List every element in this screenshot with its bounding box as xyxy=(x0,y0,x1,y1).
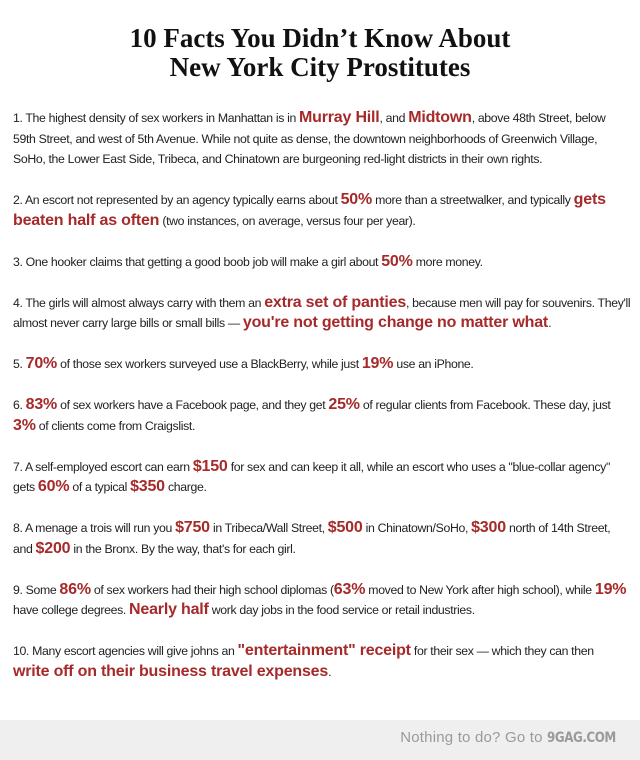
fact-highlight: Murray Hill xyxy=(299,109,380,126)
fact-text: 7. A self-employed escort can earn xyxy=(13,459,193,474)
fact-highlight: $300 xyxy=(471,519,506,536)
fact-highlight: 63% xyxy=(333,580,366,598)
fact-text: north of 14th Street, and xyxy=(13,521,611,556)
facts-list: 1. The highest density of sex workers in… xyxy=(13,108,631,703)
fact-text: 9. Some xyxy=(13,582,60,597)
title-line-1: 10 Facts You Didn’t Know About xyxy=(129,23,511,53)
fact-text: . xyxy=(328,664,332,679)
fact-highlight: $750 xyxy=(175,519,210,536)
fact-highlight: 25% xyxy=(328,396,360,413)
fact-highlight: 50% xyxy=(381,252,413,270)
fact-text: 5. xyxy=(13,357,26,371)
fact-highlight: 3% xyxy=(13,416,36,434)
fact-highlight: $200 xyxy=(35,539,71,557)
fact-text: of clients come from Craigslist. xyxy=(35,418,196,433)
fact-text: 8. A menage a trois will run you xyxy=(13,521,176,535)
fact-text: of those sex workers surveyed use a Blac… xyxy=(57,357,362,371)
fact-item: 9. Some 86% of sex workers had their hig… xyxy=(13,580,631,621)
fact-highlight: Midtown xyxy=(408,109,472,126)
fact-highlight: "entertainment" receipt xyxy=(237,642,411,659)
fact-text: have college degrees. xyxy=(13,603,130,617)
fact-item: 6. 83% of sex workers have a Facebook pa… xyxy=(13,395,631,436)
fact-text: in the Bronx. By the way, that's for eac… xyxy=(70,541,296,556)
fact-text: 6. xyxy=(13,398,26,412)
fact-text: more than a streetwalker, and typically xyxy=(372,193,574,207)
fact-highlight: 83% xyxy=(25,396,58,413)
fact-item: 2. An escort not represented by an agenc… xyxy=(13,190,631,231)
fact-text: of sex workers have a Facebook page, and… xyxy=(57,398,329,412)
fact-highlight: you're not getting change no matter what xyxy=(242,314,549,331)
fact-text: 2. An escort not represented by an agenc… xyxy=(13,193,341,207)
fact-item: 8. A menage a trois will run you $750 in… xyxy=(13,518,631,559)
fact-highlight: gets beaten half as often xyxy=(13,191,606,229)
title-line-2: New York City Prostitutes xyxy=(169,52,471,82)
fact-highlight: 86% xyxy=(59,580,91,598)
fact-text: for sex and can keep it all, while an es… xyxy=(13,459,610,495)
fact-text: work day jobs in the food service or ret… xyxy=(208,603,475,617)
fact-text: , because men will pay for souvenirs. Th… xyxy=(13,295,631,331)
fact-highlight: $500 xyxy=(327,519,363,536)
fact-text: , above 48th Street, below 59th Street, … xyxy=(13,111,606,166)
footer-text: Nothing to do? Go to 9GAG.COM xyxy=(400,729,628,746)
fact-highlight: extra set of panties xyxy=(264,293,407,311)
fact-item: 5. 70% of those sex workers surveyed use… xyxy=(13,354,631,375)
fact-text: 1. The highest density of sex workers in… xyxy=(13,111,300,125)
footer-brand-link[interactable]: 9GAG.COM xyxy=(547,730,616,746)
fact-text: charge. xyxy=(164,480,207,494)
fact-item: 4. The girls will almost always carry wi… xyxy=(13,293,631,334)
fact-text: of a typical xyxy=(69,480,131,494)
fact-item: 3. One hooker claims that getting a good… xyxy=(13,252,631,273)
fact-highlight: 19% xyxy=(594,580,627,598)
fact-text: use an iPhone. xyxy=(393,357,474,371)
fact-highlight: $350 xyxy=(130,478,165,495)
fact-text: in Chinatown/SoHo, xyxy=(362,521,472,535)
fact-text: more money. xyxy=(412,254,483,269)
fact-text: of regular clients from Facebook. These … xyxy=(359,398,611,412)
fact-text: (two instances, on average, versus four … xyxy=(159,213,416,228)
fact-item: 1. The highest density of sex workers in… xyxy=(13,108,631,170)
fact-highlight: write off on their business travel expen… xyxy=(13,662,329,680)
fact-text: , and xyxy=(379,111,409,125)
fact-text: 10. Many escort agencies will give johns… xyxy=(13,644,238,658)
fact-highlight: 50% xyxy=(340,191,373,208)
fact-text: 4. The girls will almost always carry wi… xyxy=(13,295,265,310)
footer-bar: Nothing to do? Go to 9GAG.COM xyxy=(0,720,640,760)
footer-tagline: Nothing to do? Go to xyxy=(400,729,548,746)
fact-highlight: 19% xyxy=(361,355,394,372)
fact-highlight: 70% xyxy=(25,355,58,372)
fact-text: in Tribeca/Wall Street, xyxy=(209,521,328,535)
fact-highlight: 60% xyxy=(37,478,70,495)
fact-highlight: Nearly half xyxy=(129,601,209,618)
fact-item: 7. A self-employed escort can earn $150 … xyxy=(13,457,631,498)
fact-text: 3. One hooker claims that getting a good… xyxy=(13,254,382,269)
fact-highlight: $150 xyxy=(192,457,228,475)
page-title: 10 Facts You Didn’t Know About New York … xyxy=(0,24,640,82)
fact-text: . xyxy=(548,316,552,330)
fact-text: for their sex — which they can then xyxy=(410,644,594,658)
fact-item: 10. Many escort agencies will give johns… xyxy=(13,641,631,682)
fact-text: of sex workers had their high school dip… xyxy=(90,582,334,597)
fact-text: moved to New York after high school), wh… xyxy=(365,582,595,597)
